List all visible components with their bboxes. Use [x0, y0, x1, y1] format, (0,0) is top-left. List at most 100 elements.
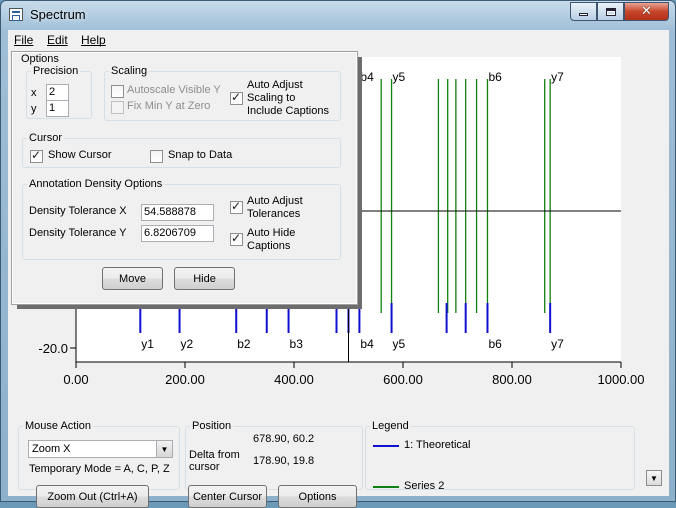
legend-title: Legend — [372, 420, 409, 432]
precision-y-input[interactable]: 1 — [46, 100, 69, 117]
x-tick-label: 400.00 — [274, 372, 314, 387]
title-bar[interactable]: Spectrum ✕ — [1, 1, 675, 29]
mouse-action-dropdown[interactable]: Zoom X ▼ — [28, 440, 173, 458]
hide-button[interactable]: Hide — [174, 267, 235, 290]
precision-x-input[interactable]: 2 — [46, 84, 69, 101]
menu-bar: File Edit Help — [8, 30, 669, 50]
tolerance-x-input[interactable]: 54.588878 — [141, 204, 214, 221]
hide-label: Hide — [193, 272, 216, 285]
tolerance-y-input[interactable]: 6.8206709 — [141, 225, 214, 242]
y-tick-label: -20.0 — [38, 341, 68, 356]
x-tick-label: 1000.00 — [598, 372, 645, 387]
precision-x-label: x — [31, 87, 37, 99]
fixmin-checkbox[interactable] — [111, 101, 124, 114]
temporary-mode-text: Temporary Mode = A, C, P, Z — [29, 463, 170, 475]
auto-tol-label-1: Auto Adjust — [247, 195, 303, 207]
position-coords: 678.90, 60.2 — [253, 433, 315, 445]
zoom-out-button[interactable]: Zoom Out (Ctrl+A) — [36, 485, 149, 508]
autoscale-checkbox[interactable] — [111, 85, 124, 98]
series1-top-label: b6 — [488, 70, 502, 84]
auto-hide-captions-checkbox[interactable] — [230, 231, 243, 246]
auto-adjust-label-2: Scaling to — [247, 92, 296, 104]
mouse-action-value: Zoom X — [32, 443, 71, 455]
series1-top-label: y5 — [393, 70, 406, 84]
options-panel: Options Precision x 2 y 1 Scaling Autosc… — [11, 51, 358, 305]
series1-peak-label: b4 — [360, 337, 374, 351]
series1-peak-label: b2 — [237, 337, 251, 351]
chevron-down-icon[interactable]: ▼ — [156, 441, 172, 457]
scaling-group: Scaling — [104, 65, 341, 121]
fixmin-label: Fix Min Y at Zero — [127, 100, 211, 112]
series1-peak-label: y2 — [181, 337, 194, 351]
bottom-panel: Mouse Action Zoom X ▼ Temporary Mode = A… — [8, 420, 669, 508]
delta-value: 178.90, 19.8 — [253, 455, 315, 467]
menu-edit[interactable]: Edit — [47, 33, 68, 47]
density-title: Annotation Density Options — [29, 178, 163, 190]
mouse-action-title: Mouse Action — [25, 420, 92, 432]
density-group: Annotation Density Options — [22, 178, 341, 260]
close-icon: ✕ — [641, 4, 652, 19]
options-button[interactable]: Options — [278, 485, 357, 508]
x-tick-label: 600.00 — [383, 372, 423, 387]
x-tick-label: 200.00 — [165, 372, 205, 387]
legend-series1-line — [373, 445, 399, 447]
window-title: Spectrum — [30, 7, 86, 22]
caption-buttons: ✕ — [570, 2, 669, 21]
scroll-down-icon: ▼ — [650, 473, 658, 483]
series1-peak-label: b3 — [290, 337, 304, 351]
auto-adjust-tolerances-checkbox[interactable] — [230, 199, 243, 214]
maximize-icon — [605, 7, 616, 16]
legend-series1-label: 1: Theoretical — [404, 439, 471, 451]
auto-hide-label-1: Auto Hide — [247, 227, 296, 239]
cursor-group: Cursor — [22, 132, 341, 168]
snap-to-data-label: Snap to Data — [168, 149, 233, 161]
x-tick-label: 0.00 — [63, 372, 88, 387]
close-button[interactable]: ✕ — [624, 2, 669, 21]
series1-top-label: b4 — [360, 70, 374, 84]
menu-file[interactable]: File — [14, 33, 34, 47]
series1-peak-label: b6 — [488, 337, 502, 351]
show-cursor-label: Show Cursor — [48, 149, 112, 161]
tolerance-x-label: Density Tolerance X — [29, 205, 127, 217]
minimize-button[interactable] — [570, 2, 597, 21]
center-cursor-label: Center Cursor — [192, 490, 263, 503]
auto-adjust-label-1: Auto Adjust — [247, 79, 303, 91]
delta-label-1: Delta from — [189, 449, 240, 461]
center-cursor-button[interactable]: Center Cursor — [188, 485, 267, 508]
precision-y-label: y — [31, 103, 37, 115]
app-icon[interactable] — [9, 8, 23, 21]
legend-series2-line — [373, 486, 399, 488]
delta-label-2: cursor — [189, 461, 220, 473]
options-label: Options — [298, 490, 337, 503]
legend-group: Legend — [365, 420, 635, 490]
tolerance-y-label: Density Tolerance Y — [29, 227, 127, 239]
autoscale-label: Autoscale Visible Y — [127, 84, 221, 96]
legend-series2-label: Series 2 — [404, 480, 445, 492]
auto-tol-label-2: Tolerances — [247, 208, 301, 220]
precision-title: Precision — [33, 65, 79, 77]
menu-help[interactable]: Help — [81, 33, 106, 47]
options-title: Options — [21, 53, 59, 65]
show-cursor-checkbox[interactable] — [30, 148, 43, 163]
maximize-button[interactable] — [597, 2, 624, 21]
auto-hide-label-2: Captions — [247, 240, 291, 252]
move-button[interactable]: Move — [102, 267, 163, 290]
position-group: Position — [185, 420, 363, 490]
cursor-title: Cursor — [29, 132, 63, 144]
auto-adjust-label-3: Include Captions — [247, 105, 329, 117]
move-label: Move — [119, 272, 146, 285]
auto-adjust-scaling-checkbox[interactable] — [230, 90, 243, 105]
series1-peak-label: y7 — [551, 337, 564, 351]
position-title: Position — [192, 420, 232, 432]
minimize-icon — [579, 13, 588, 16]
scroll-down-button[interactable]: ▼ — [646, 470, 662, 486]
x-tick-label: 800.00 — [492, 372, 532, 387]
snap-to-data-checkbox[interactable] — [150, 150, 163, 163]
series1-peak-label: y5 — [393, 337, 406, 351]
scaling-title: Scaling — [111, 65, 148, 77]
series1-top-label: y7 — [551, 70, 564, 84]
zoom-out-label: Zoom Out (Ctrl+A) — [47, 490, 138, 503]
series1-peak-label: y1 — [141, 337, 154, 351]
precision-group: Precision — [26, 65, 92, 119]
